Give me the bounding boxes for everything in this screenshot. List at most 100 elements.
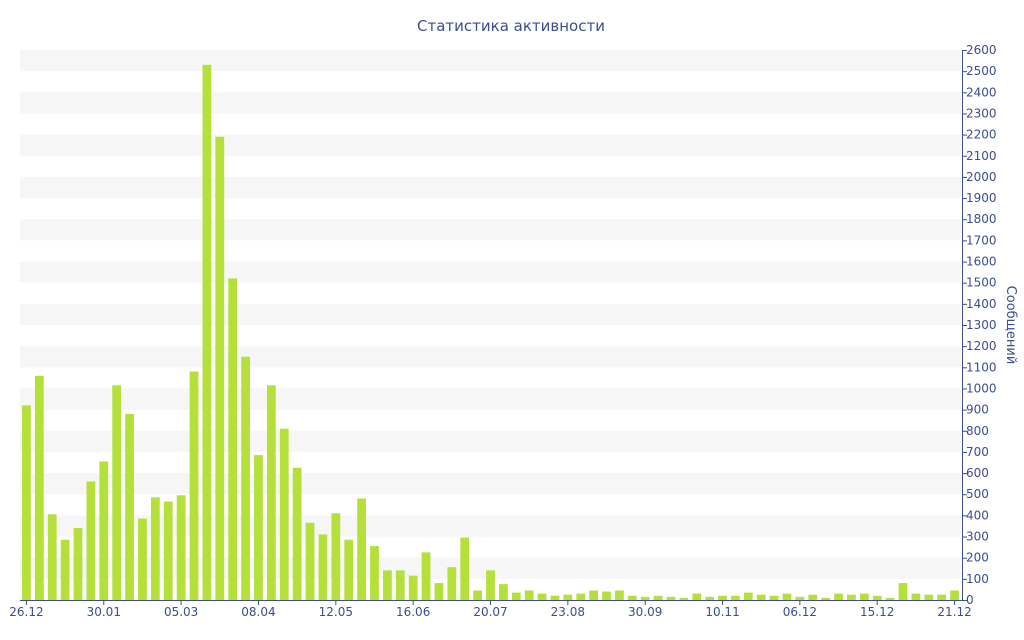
grid-band — [20, 303, 961, 325]
bar — [486, 570, 495, 600]
y-tick-label: 400 — [966, 508, 989, 522]
bar — [911, 593, 921, 600]
bar — [821, 597, 831, 600]
bar — [60, 539, 70, 600]
grid-band — [20, 473, 961, 495]
y-axis-label: Сообщений — [1003, 286, 1018, 365]
bar — [357, 498, 366, 600]
bar — [537, 593, 547, 600]
bar — [138, 518, 147, 600]
x-tick-label: 05.03 — [164, 605, 198, 619]
bar — [627, 595, 637, 600]
grid-band — [20, 515, 961, 537]
x-tick-label: 10.11 — [705, 605, 739, 619]
bar — [163, 501, 173, 600]
bar — [782, 593, 792, 600]
y-tick-label: 900 — [966, 403, 989, 417]
bar — [872, 595, 882, 600]
bar — [344, 539, 354, 600]
grid-band — [20, 430, 961, 452]
y-tick-label: 1100 — [966, 360, 997, 374]
bar — [73, 528, 83, 600]
bar — [241, 356, 250, 600]
bar — [473, 590, 482, 600]
bar — [305, 522, 315, 600]
bar — [950, 590, 959, 600]
bar — [370, 546, 379, 600]
bar — [460, 537, 470, 600]
bar — [34, 375, 44, 600]
bar — [885, 597, 895, 600]
bar — [125, 413, 134, 600]
y-tick-label: 1800 — [966, 212, 997, 226]
x-tick-label: 12.05 — [319, 605, 353, 619]
bar — [228, 278, 238, 600]
x-tick-label: 20.07 — [473, 605, 507, 619]
grid-band — [20, 50, 961, 72]
bar — [331, 513, 341, 600]
bar — [743, 592, 753, 600]
y-tick-label: 600 — [966, 466, 989, 480]
bar — [692, 593, 702, 600]
bar — [576, 593, 586, 600]
x-ticks-group: 26.12 30.01 05.03 08.04 12.05 16.06 20.07 23.08… — [9, 600, 972, 619]
grid-band — [20, 134, 961, 156]
bar — [511, 592, 521, 600]
bar — [292, 467, 302, 600]
bar — [834, 593, 843, 600]
x-tick-label: 08.04 — [241, 605, 275, 619]
y-tick-label: 200 — [966, 551, 989, 565]
bar — [112, 385, 122, 600]
y-tick-label: 2200 — [966, 128, 997, 142]
bar — [524, 590, 534, 600]
y-tick-label: 300 — [966, 530, 989, 544]
grid-band — [20, 346, 961, 368]
bar — [202, 64, 212, 601]
bar — [653, 595, 663, 600]
bar — [898, 583, 908, 600]
x-tick-label: 15.12 — [860, 605, 894, 619]
y-tick-label: 1000 — [966, 381, 997, 395]
y-tick-label: 2100 — [966, 149, 997, 163]
bar — [150, 497, 160, 600]
y-tick-label: 2500 — [966, 64, 997, 78]
bar — [254, 455, 263, 600]
bar — [859, 593, 869, 600]
bar — [382, 570, 392, 600]
grid-band — [20, 92, 961, 114]
bar — [705, 596, 715, 600]
grid-band — [20, 261, 961, 283]
bar — [756, 594, 766, 600]
bar — [22, 405, 31, 600]
bar — [924, 594, 934, 600]
y-tick-label: 1900 — [966, 191, 997, 205]
bar — [266, 385, 276, 600]
bar — [640, 596, 650, 600]
chart-title: Статистика активности — [417, 17, 605, 35]
y-tick-label: 2000 — [966, 170, 997, 184]
bar — [318, 534, 328, 600]
bar — [550, 595, 560, 600]
bar — [679, 597, 689, 600]
grid-bands — [20, 50, 961, 579]
y-tick-label: 1300 — [966, 318, 997, 332]
grid-band — [20, 176, 961, 199]
bar — [279, 428, 289, 600]
x-tick-label: 21.12 — [937, 605, 971, 619]
bar — [499, 584, 508, 600]
y-tick-label: 100 — [966, 572, 989, 586]
bar — [718, 595, 727, 600]
y-tick-label: 2600 — [966, 43, 997, 57]
bar — [666, 596, 676, 600]
y-tick-label: 2400 — [966, 85, 997, 99]
grid-band — [20, 219, 961, 241]
y-ticks-group: 0 100 200 300 400 500 600 700 800 900 1000 1100 1200… — [962, 43, 997, 607]
bar — [176, 495, 186, 600]
bar — [808, 594, 818, 600]
y-tick-label: 2300 — [966, 106, 997, 120]
y-tick-label: 0 — [966, 593, 974, 607]
bar — [731, 595, 740, 600]
y-tick-label: 800 — [966, 424, 989, 438]
bar — [395, 570, 405, 600]
bar — [447, 567, 457, 600]
